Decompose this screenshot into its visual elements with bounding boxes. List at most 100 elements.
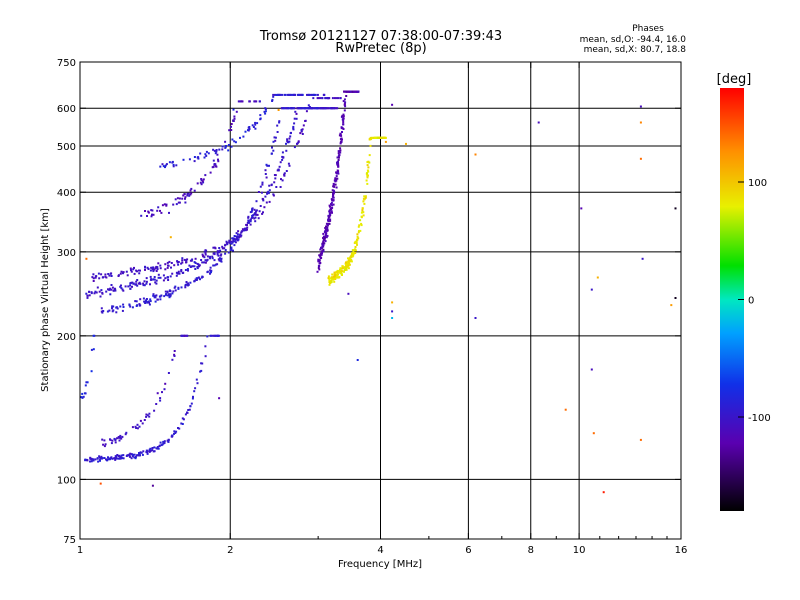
echo-dot [109,458,111,461]
echo-dot [104,443,107,446]
echo-dot [201,180,204,183]
echo-dot [159,441,162,444]
echo-dot [246,226,249,229]
scatter-dot [232,108,235,111]
echo-dot [335,275,338,278]
echo-dot [339,147,342,150]
echo-dot [196,156,199,159]
echo-dot [304,120,307,122]
echo-dot [337,97,340,100]
echo-dot [339,267,342,270]
echo-dot [363,198,366,201]
echo-dot [360,215,363,218]
echo-dot [199,370,202,373]
echo-dot [339,141,342,144]
echo-dot [193,390,196,393]
echo-dot [144,268,146,271]
echo-dot [134,283,137,286]
echo-dot [148,450,151,453]
echo-dot [329,107,332,110]
echo-dot [181,261,184,264]
echo-dot [254,100,257,103]
echo-dot [274,177,277,180]
echo-dot [178,201,181,204]
echo-dot [336,156,339,159]
echo-dot [118,439,121,442]
echo-dot [230,242,233,245]
echo-dot [294,110,297,113]
echo-dot [328,210,331,213]
echo-dot [331,198,334,201]
echo-dot [356,233,359,236]
echo-dot [150,209,153,212]
echo-dot [356,238,358,241]
echo-dot [152,293,155,296]
echo-dot [172,165,175,168]
echo-dot [297,107,300,110]
echo-dot [187,192,190,195]
echo-dot [132,282,135,285]
echo-dot [285,170,288,172]
echo-dot [169,275,172,278]
echo-dot [205,249,208,252]
echo-dot [137,282,140,285]
echo-dot [290,107,293,110]
echo-dot [173,432,175,435]
echo-dot [131,285,133,288]
echo-dot [188,158,191,161]
echo-dot [153,446,156,449]
echo-dot [164,166,166,169]
x-tick-label: 4 [377,545,383,556]
echo-dot [130,270,133,273]
echo-dot [309,93,312,96]
echo-dot [180,334,183,337]
grid-lines [80,62,681,539]
echo-dot [116,437,119,440]
echo-dot [172,290,175,293]
echo-dot [154,281,157,284]
echo-dot [324,234,327,236]
echo-dot [230,129,233,131]
echo-dot [285,142,287,145]
echo-dot [340,273,343,276]
scatter-dot [405,142,407,145]
echo-dot [301,128,304,131]
echo-dot [338,154,341,157]
echo-dot [354,90,357,93]
echo-dot [276,124,279,127]
scatter-dot [564,408,567,411]
echo-dot [134,457,137,460]
echo-dot [229,248,232,251]
echo-dot [147,211,150,214]
echo-dot [337,172,340,175]
echo-dot [161,391,163,394]
stats-heading: Phases [632,24,664,34]
echo-dot [122,454,125,457]
echo-dot [180,269,183,271]
echo-dot [185,283,187,286]
echo-dot [256,122,259,125]
echo-dot [140,451,143,454]
echo-dot [184,286,187,289]
echo-dot [231,138,234,141]
axis-ticks: 1 2 4 6 8 10 16 75 100 200 300 400 500 600 750 [57,58,687,556]
echo-dot [144,302,147,304]
echo-dot [88,294,91,297]
echo-dot [329,205,331,208]
echo-dot [193,189,196,192]
echo-dot [153,295,156,298]
echo-dot [337,150,340,153]
echo-dot [149,283,151,286]
echo-dot [206,258,209,261]
echo-dot [158,295,161,298]
echo-dot [308,93,310,96]
echo-dot [270,152,273,155]
echo-dot [233,244,236,247]
echo-dot [183,193,186,196]
echo-dot [195,277,198,280]
echo-dot [360,222,363,225]
echo-dot [277,168,280,171]
echo-dot [302,124,305,127]
echo-dot [264,112,267,115]
echo-dot [265,201,268,204]
